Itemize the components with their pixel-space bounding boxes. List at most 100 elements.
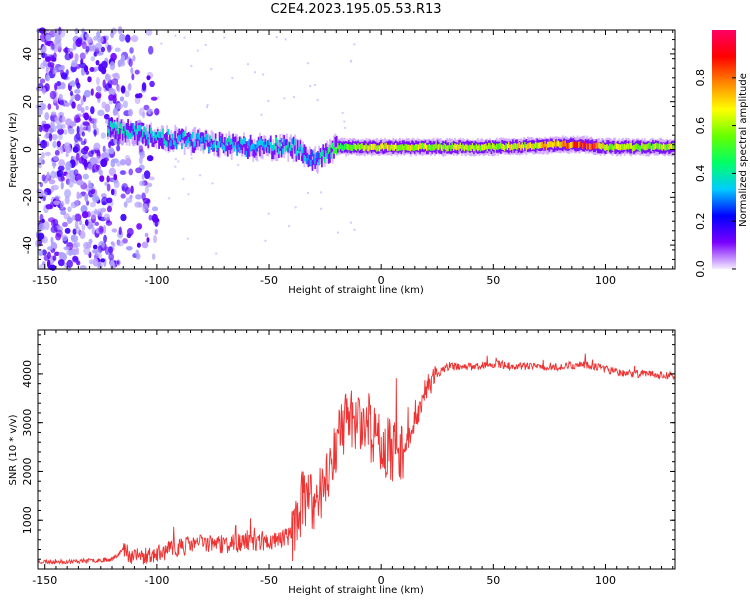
snr-x-axis-label: Height of straight line (km) bbox=[288, 585, 424, 596]
spectrogram-noise-cell bbox=[69, 90, 74, 96]
spectrogram-trace-cell bbox=[135, 121, 138, 133]
spectrogram-trace-cell bbox=[281, 142, 284, 154]
spectrogram-trace-cell bbox=[669, 143, 672, 150]
spectrogram-noise-cell bbox=[80, 147, 89, 155]
spectrogram-trace-cell bbox=[314, 158, 317, 165]
spectrogram-trace-cell bbox=[615, 143, 618, 150]
spectrogram-noise-cell bbox=[38, 251, 43, 257]
spectrogram-trace-cell bbox=[160, 131, 163, 138]
spectrogram-trace-cell bbox=[552, 142, 555, 149]
spectrogram-y-axis: -40 -20 0 20 40 bbox=[21, 29, 675, 270]
spectrogram-trace-cell bbox=[661, 144, 664, 151]
spectrogram-noise-cell bbox=[157, 96, 160, 99]
spectrogram-noise-cell bbox=[65, 152, 69, 157]
spectrogram-noise-cell bbox=[90, 106, 95, 115]
spectrogram-trace-cell bbox=[465, 143, 467, 150]
spectrogram-noise-cell bbox=[117, 84, 121, 93]
spectrogram-trace-cell bbox=[596, 142, 599, 149]
spectrogram-trace-cell bbox=[299, 143, 302, 150]
spectrogram-trace-cell bbox=[191, 132, 194, 139]
spectrogram-trace-cell bbox=[477, 145, 479, 152]
spectrogram-noise-cell bbox=[74, 89, 81, 94]
spectrogram-trace-cell bbox=[308, 158, 311, 165]
spectrogram-noise-cell bbox=[84, 193, 89, 203]
spectrogram-noise-cell bbox=[83, 89, 91, 98]
spectrogram-trace-cell bbox=[666, 143, 669, 150]
spectrogram-trace-cell bbox=[171, 138, 174, 150]
spectrogram-noise-cell bbox=[134, 93, 141, 99]
spectrogram-trace-cell bbox=[339, 143, 342, 150]
spectrogram-trace-cell bbox=[553, 140, 556, 147]
spectrogram-trace-cell bbox=[331, 147, 334, 164]
spectrogram-noise-cell bbox=[87, 125, 92, 133]
spectrogram-noise-cell bbox=[103, 113, 110, 120]
spectrogram-noise-cell bbox=[61, 115, 66, 123]
spectrogram-trace-cell bbox=[358, 144, 361, 151]
spectrogram-trace-cell bbox=[251, 144, 253, 151]
spectrogram-trace-cell bbox=[341, 144, 343, 151]
spectrogram-noise-cell bbox=[108, 94, 114, 101]
spectrogram-trace-cell bbox=[201, 135, 204, 142]
snr-series-line bbox=[37, 353, 676, 566]
snr-y-tick-label: 4000 bbox=[21, 360, 34, 388]
spectrogram-trace-cell bbox=[631, 145, 634, 152]
spectrogram-noise-cell bbox=[115, 102, 124, 110]
spectrogram-trace-cell bbox=[417, 144, 420, 151]
spectrogram-trace-cell bbox=[279, 142, 282, 149]
spectrogram-noise-cell bbox=[47, 61, 52, 68]
spectrogram-trace-cell bbox=[411, 144, 413, 151]
spectrogram-trace-cell bbox=[296, 139, 299, 151]
spectrogram-trace-cell bbox=[198, 135, 201, 147]
spectrogram-trace-cell bbox=[218, 141, 221, 158]
spectrogram-trace-cell bbox=[193, 141, 195, 148]
spectrogram-trace-cell bbox=[630, 142, 633, 149]
spectrogram-trace-cell bbox=[396, 145, 399, 152]
spectrogram-trace-cell bbox=[217, 145, 220, 157]
spectrogram-trace-cell bbox=[576, 142, 579, 149]
spectrogram-trace-cell bbox=[456, 143, 459, 150]
spectrogram-noise-cell bbox=[260, 113, 263, 116]
spectrogram-noise-cell bbox=[74, 143, 81, 153]
spectrogram-trace-cell bbox=[304, 146, 307, 158]
spectrogram-trace-cell bbox=[571, 141, 574, 148]
spectrogram-trace-cell bbox=[109, 126, 112, 138]
spectrogram-x-tick-label: 0 bbox=[378, 274, 385, 287]
spectrogram-noise-cell bbox=[77, 36, 83, 45]
spectrogram-noise-cell bbox=[64, 102, 70, 107]
spectrogram-trace-cell bbox=[202, 132, 205, 144]
spectrogram-trace-cell bbox=[475, 143, 478, 150]
spectrogram-trace-cell bbox=[115, 124, 117, 131]
spectrogram-noise-cell bbox=[319, 191, 322, 194]
spectrogram-noise-cell bbox=[134, 69, 140, 75]
spectrogram-noise-cell bbox=[61, 81, 65, 89]
spectrogram-trace-cell bbox=[129, 133, 132, 140]
spectrogram-noise-cell bbox=[76, 103, 82, 112]
spectrogram-trace-cell bbox=[668, 143, 671, 150]
spectrogram-trace-cell bbox=[302, 147, 304, 154]
spectrogram-noise-cell bbox=[53, 27, 60, 35]
spectrogram-y-tick-label: -40 bbox=[21, 236, 34, 254]
spectrogram-noise-cell bbox=[54, 149, 60, 156]
spectrogram-trace-cell bbox=[253, 146, 256, 158]
spectrogram-noise-cell bbox=[46, 259, 51, 268]
spectrogram-trace-cell bbox=[108, 130, 111, 137]
spectrogram-trace-cell bbox=[132, 122, 135, 129]
spectrogram-noise-cell bbox=[91, 226, 95, 235]
spectrogram-noise-cell bbox=[46, 246, 54, 251]
spectrogram-noise-cell bbox=[65, 69, 69, 76]
spectrogram-noise-cell bbox=[267, 212, 270, 215]
spectrogram-trace-cell bbox=[214, 138, 217, 145]
spectrogram-noise-cell bbox=[121, 182, 129, 192]
spectrogram-trace-cell bbox=[113, 125, 116, 142]
spectrogram-noise-cell bbox=[231, 77, 234, 80]
spectrogram-trace-cell bbox=[264, 138, 267, 150]
spectrogram-noise-cell bbox=[39, 78, 46, 84]
spectrogram-noise-cell bbox=[74, 53, 79, 62]
spectrogram-trace-cell bbox=[524, 141, 527, 148]
spectrogram-trace-cell bbox=[561, 140, 564, 147]
spectrogram-noise-cell bbox=[69, 81, 73, 86]
spectrogram-noise-cell bbox=[307, 191, 310, 194]
spectrogram-trace-cell bbox=[578, 141, 580, 148]
spectrogram-trace-cell bbox=[296, 153, 299, 160]
spectrogram-trace-cell bbox=[273, 143, 276, 150]
